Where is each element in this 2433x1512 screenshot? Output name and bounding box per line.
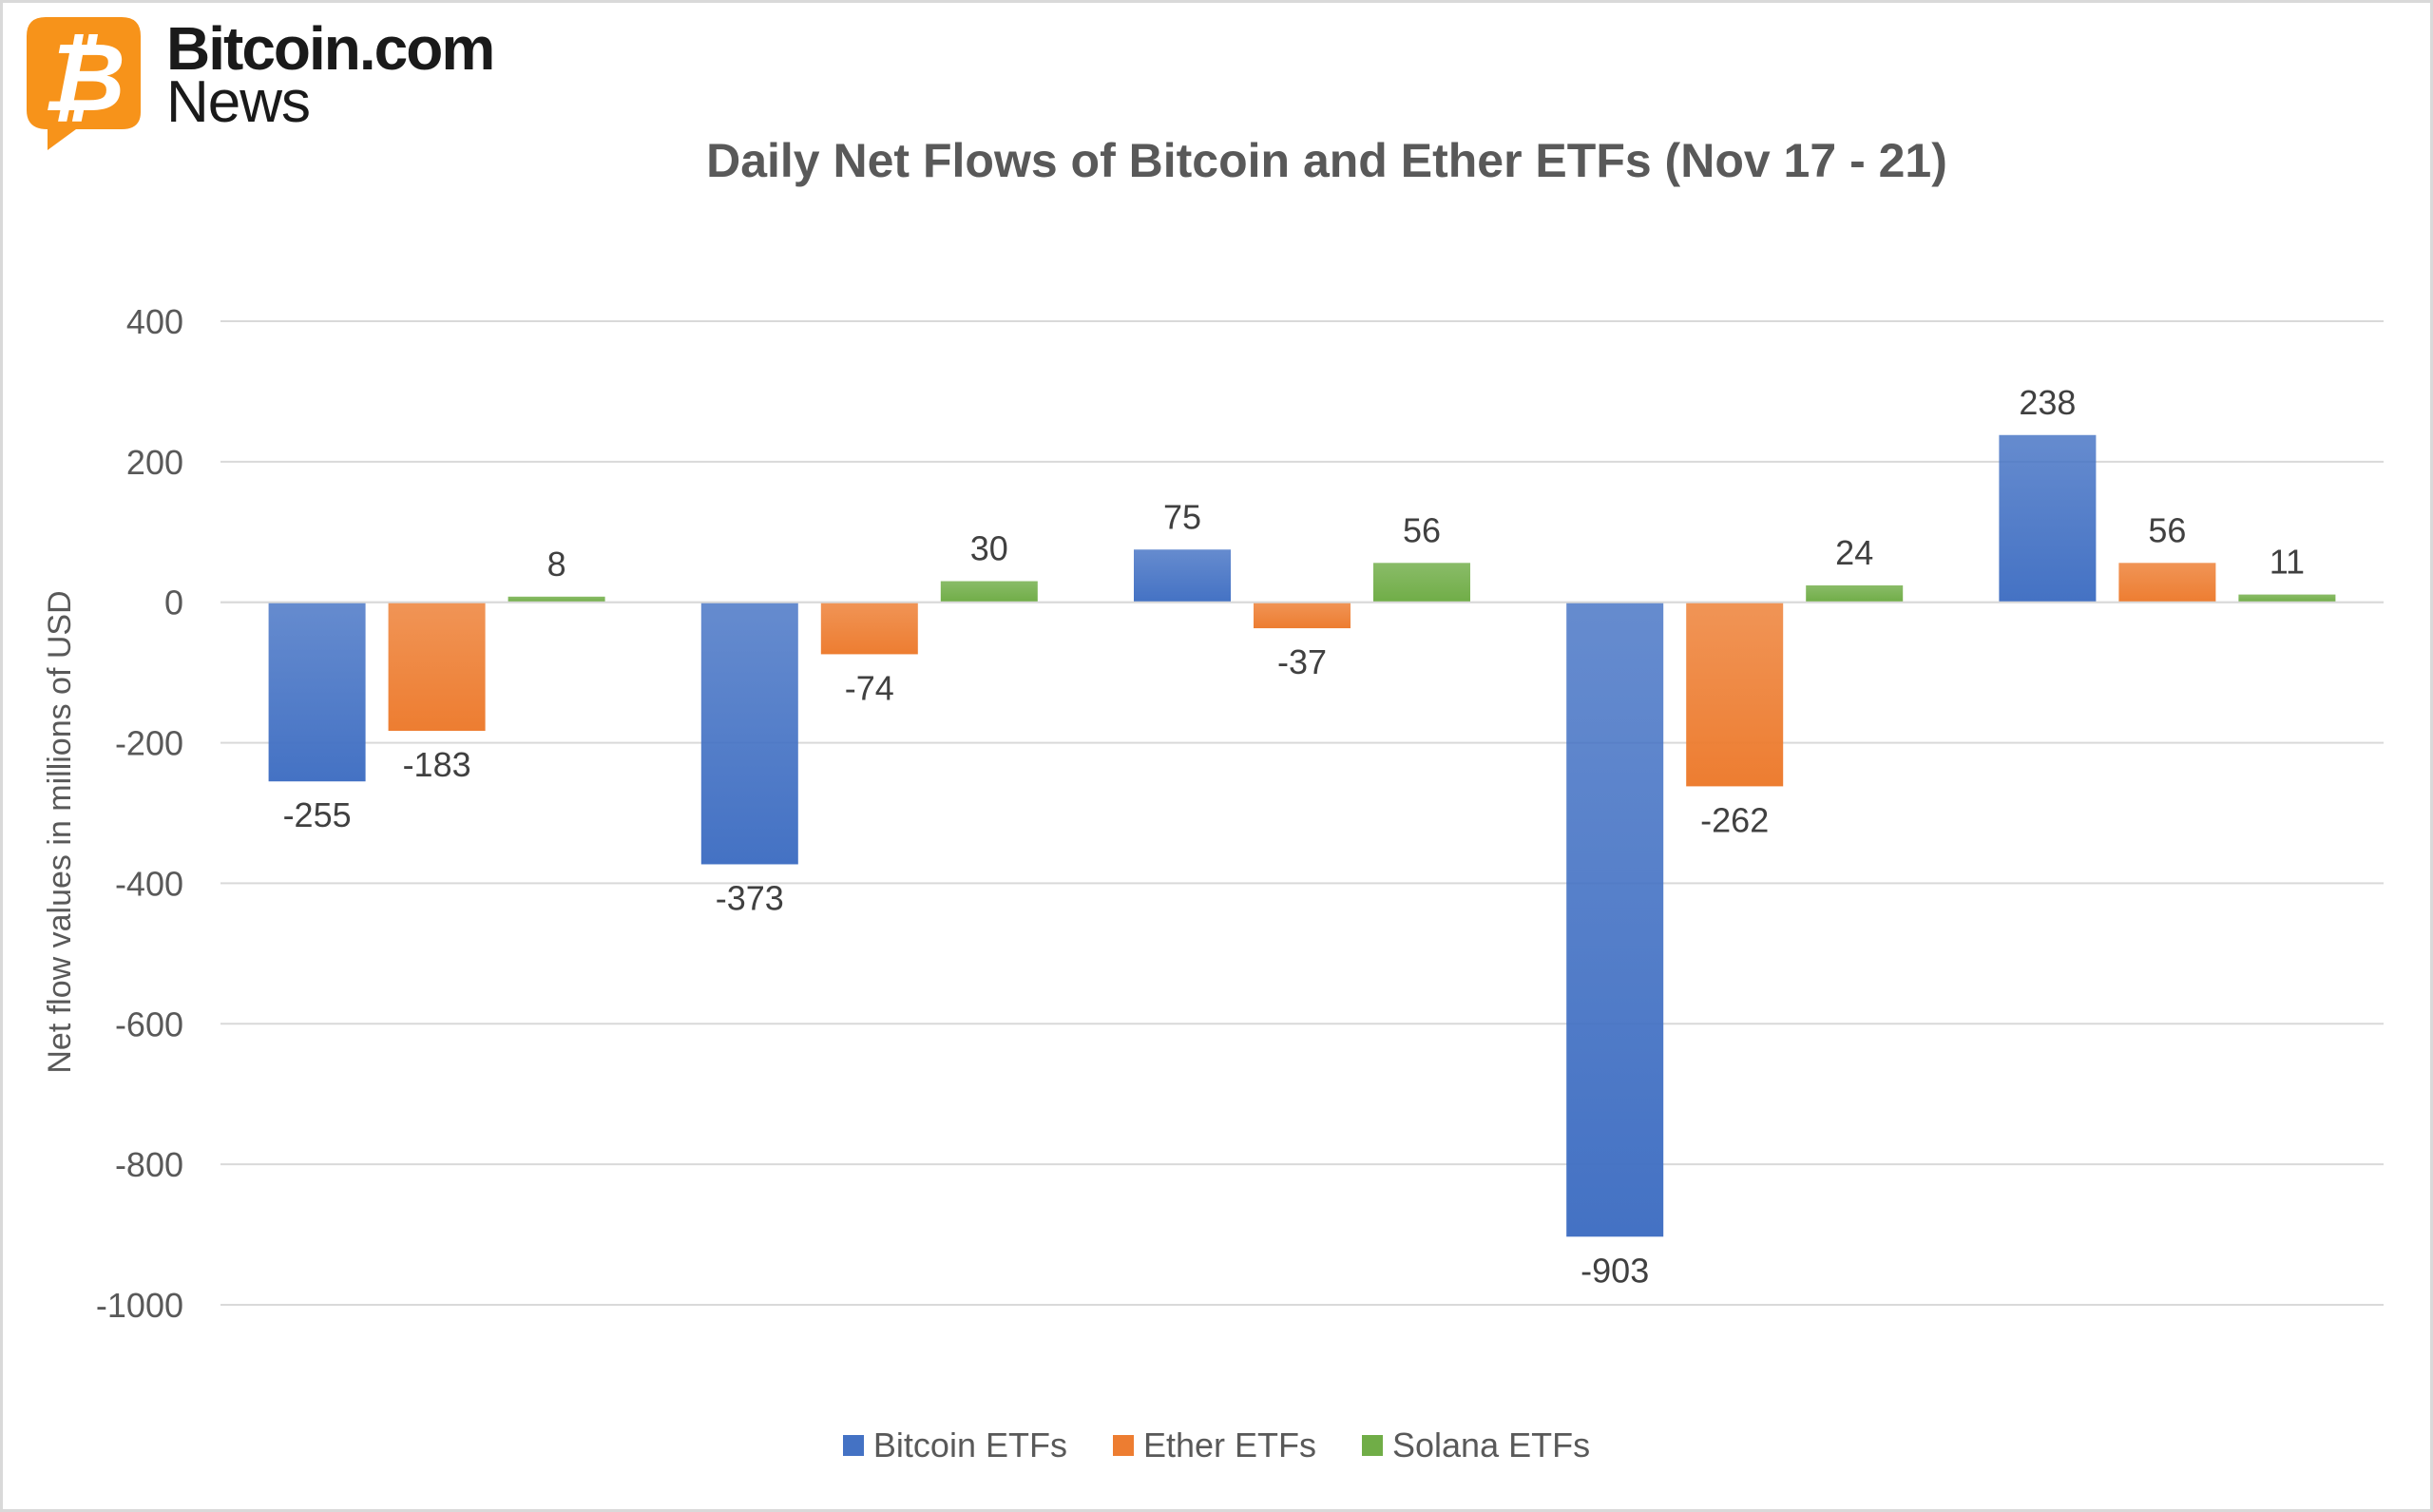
bar-solana-etfs bbox=[508, 596, 605, 603]
data-label: -262 bbox=[1700, 800, 1769, 839]
data-label: -37 bbox=[1277, 642, 1327, 681]
data-label: -183 bbox=[403, 745, 471, 784]
y-tick-label: -1000 bbox=[96, 1286, 183, 1325]
legend: Bitcoin ETFs Ether ETFs Solana ETFs bbox=[0, 1426, 2433, 1465]
bar-solana-etfs bbox=[2238, 594, 2336, 603]
svg-text:₿: ₿ bbox=[42, 25, 125, 131]
legend-item: Solana ETFs bbox=[1362, 1426, 1590, 1465]
legend-label: Bitcoin ETFs bbox=[872, 1426, 1067, 1464]
bar-ether-etfs bbox=[388, 602, 486, 732]
data-label: -255 bbox=[283, 795, 352, 834]
legend-label: Solana ETFs bbox=[1392, 1426, 1591, 1464]
legend-swatch bbox=[1362, 1435, 1383, 1456]
bar-solana-etfs bbox=[1373, 563, 1470, 603]
y-tick-label: 400 bbox=[126, 302, 183, 341]
data-label: 24 bbox=[1835, 533, 1873, 572]
bar-ether-etfs bbox=[1686, 602, 1784, 787]
legend-item: Ether ETFs bbox=[1112, 1426, 1316, 1465]
data-label: 56 bbox=[2148, 510, 2186, 549]
legend-label: Ether ETFs bbox=[1142, 1426, 1316, 1464]
y-axis-title: Net flow values in millions of USD bbox=[42, 590, 78, 1073]
chart-title: Daily Net Flows of Bitcoin and Ether ETF… bbox=[706, 134, 1947, 187]
logo-text-news: News bbox=[166, 69, 311, 135]
legend-swatch bbox=[1112, 1435, 1134, 1456]
bar-ether-etfs bbox=[1254, 602, 1351, 629]
bar-bitcoin-etfs bbox=[1999, 434, 2097, 603]
data-label: 56 bbox=[1403, 510, 1441, 549]
y-tick-label: 200 bbox=[126, 443, 183, 482]
bar-solana-etfs bbox=[940, 581, 1038, 603]
y-tick-label: -200 bbox=[115, 724, 183, 763]
bar-bitcoin-etfs bbox=[1134, 549, 1231, 603]
bitcoin-news-logo-icon: ₿ bbox=[27, 17, 141, 150]
bar-ether-etfs bbox=[820, 602, 918, 655]
data-label: -373 bbox=[716, 878, 784, 917]
legend-swatch bbox=[842, 1435, 864, 1456]
bar-ether-etfs bbox=[2118, 563, 2216, 603]
bar-bitcoin-etfs bbox=[700, 602, 798, 865]
legend-item: Bitcoin ETFs bbox=[842, 1426, 1067, 1465]
y-tick-label: -400 bbox=[115, 864, 183, 903]
bar-bitcoin-etfs bbox=[1566, 602, 1664, 1237]
data-label: 238 bbox=[2019, 383, 2076, 422]
y-tick-label: -600 bbox=[115, 1005, 183, 1043]
bar-solana-etfs bbox=[1806, 584, 1904, 603]
data-label: 8 bbox=[547, 545, 566, 584]
data-label: -903 bbox=[1580, 1251, 1649, 1290]
data-label: 75 bbox=[1163, 497, 1201, 536]
data-label: 30 bbox=[970, 529, 1008, 568]
data-label: 11 bbox=[2270, 543, 2305, 582]
logo-text-brand: Bitcoin.com bbox=[166, 14, 495, 83]
y-tick-label: 0 bbox=[164, 584, 183, 622]
y-tick-label: -800 bbox=[115, 1145, 183, 1184]
bar-bitcoin-etfs bbox=[268, 602, 366, 782]
data-label: -74 bbox=[845, 668, 894, 707]
